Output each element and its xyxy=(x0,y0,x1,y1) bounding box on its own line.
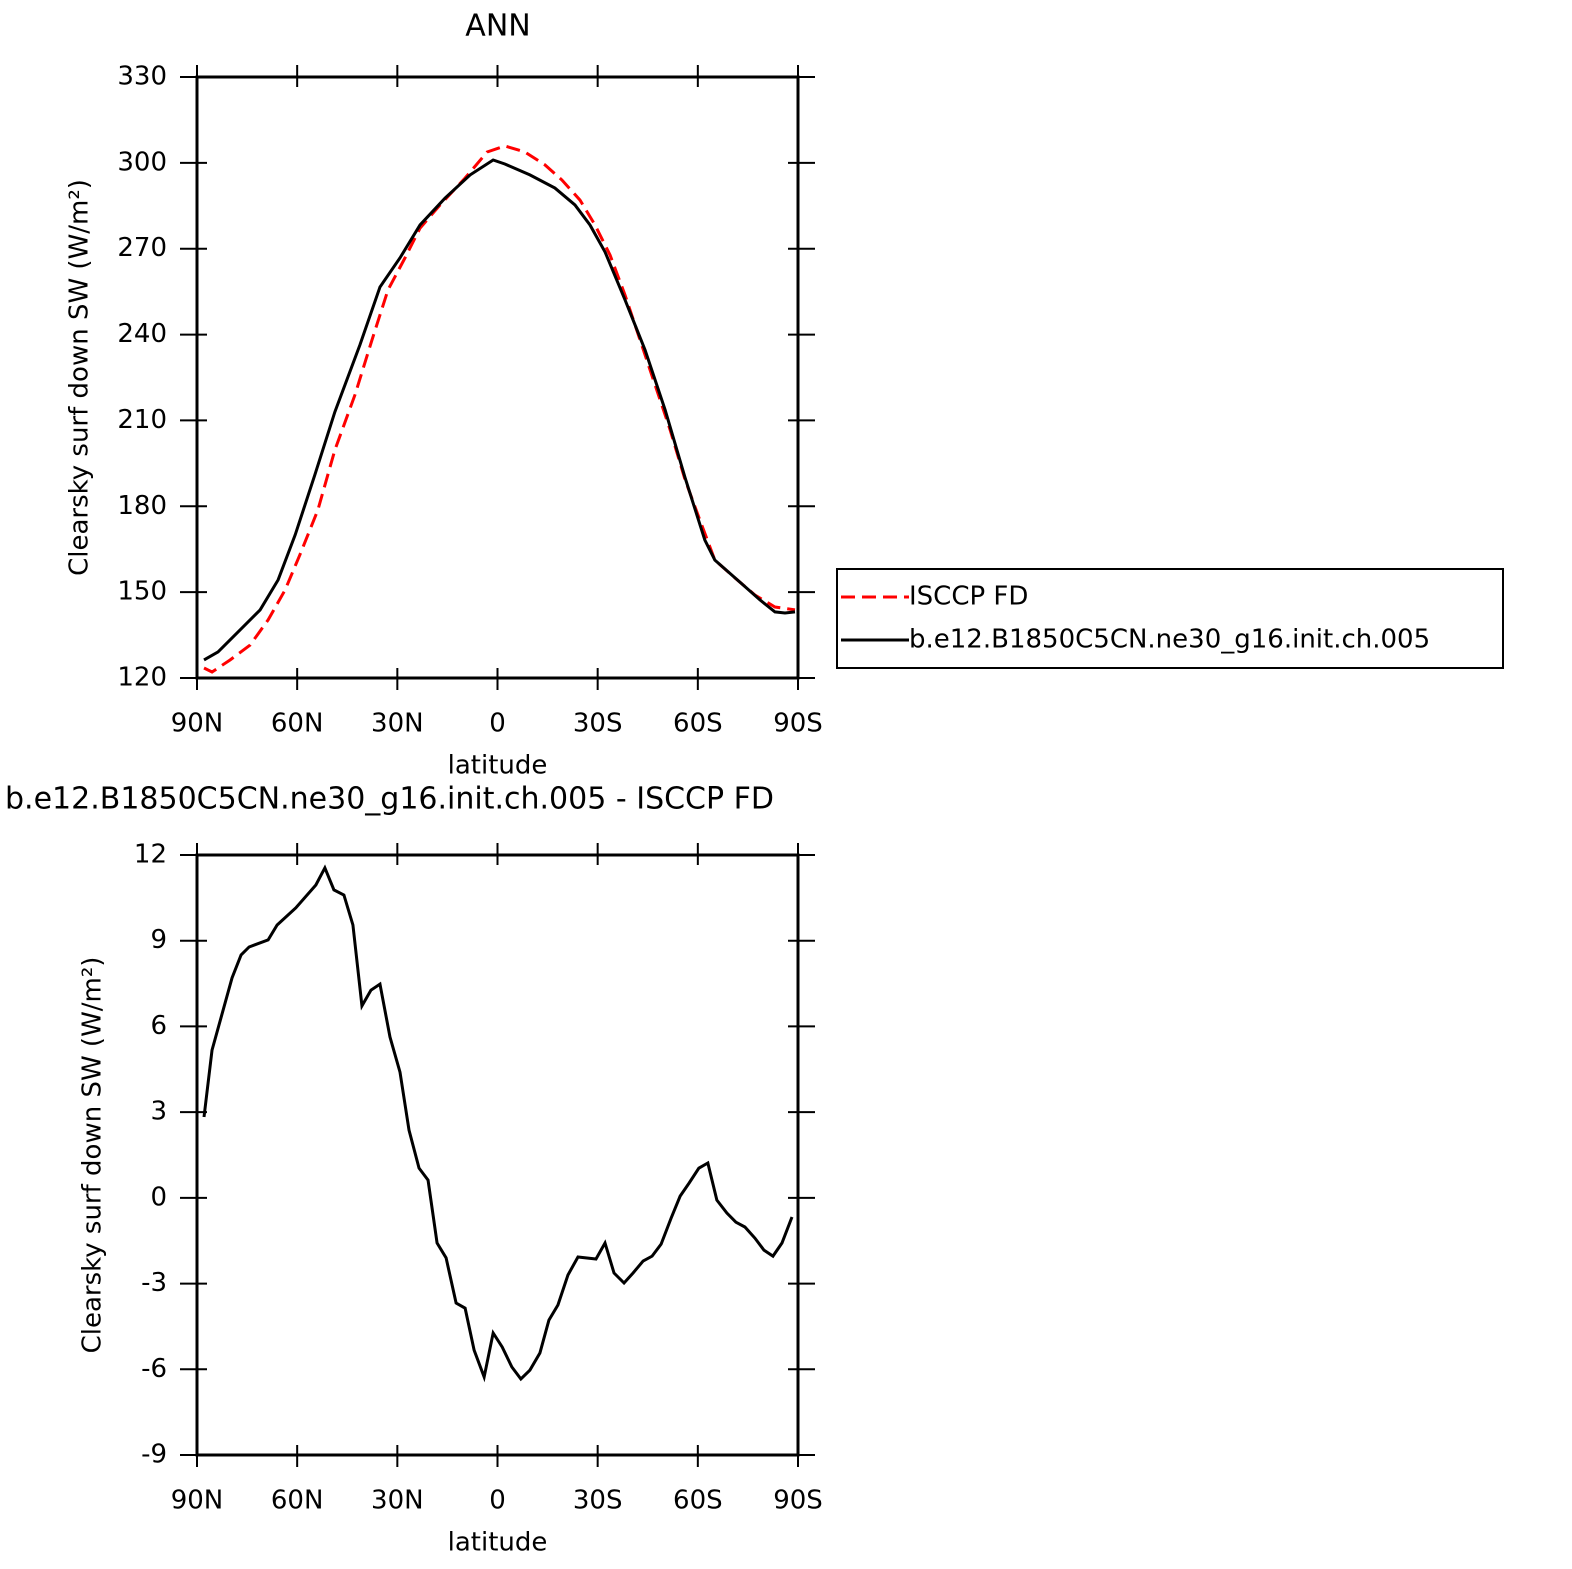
y-tick-label: 0 xyxy=(150,1182,167,1212)
x-tick-label: 30N xyxy=(371,1486,424,1516)
x-tick-label: 30S xyxy=(573,709,623,739)
y-tick-label: 180 xyxy=(117,491,167,521)
plot-frame xyxy=(195,853,800,1457)
legend-label: b.e12.B1850C5CN.ne30_g16.init.ch.005 xyxy=(909,625,1430,655)
y-axis-label: Clearsky surf down SW (W/m²) xyxy=(65,179,95,576)
x-tick-label: 60N xyxy=(271,1486,324,1516)
x-tick-label: 90N xyxy=(171,1486,224,1516)
x-tick-label: 60N xyxy=(271,709,324,739)
x-tick-label: 90S xyxy=(773,1486,823,1516)
y-tick-label: 9 xyxy=(150,925,167,955)
y-tick-label: 6 xyxy=(150,1011,167,1041)
data-line xyxy=(202,864,794,1383)
data-line xyxy=(203,144,796,674)
y-tick-label: -9 xyxy=(141,1440,167,1470)
x-tick-label: 60S xyxy=(673,1486,723,1516)
x-tick-label: 60S xyxy=(673,709,723,739)
y-tick-label: 330 xyxy=(117,62,167,92)
x-tick-label: 90N xyxy=(171,709,224,739)
chart-title: b.e12.B1850C5CN.ne30_g16.init.ch.005 - I… xyxy=(5,782,774,817)
x-tick-label: 0 xyxy=(489,1486,506,1516)
y-tick-label: 120 xyxy=(117,663,167,693)
x-tick-label: 30S xyxy=(573,1486,623,1516)
y-axis-label: Clearsky surf down SW (W/m²) xyxy=(78,957,108,1354)
data-line xyxy=(203,158,796,662)
x-tick-label: 90S xyxy=(773,709,823,739)
y-tick-label: 150 xyxy=(117,577,167,607)
x-axis-label: latitude xyxy=(448,751,548,781)
y-tick-label: 12 xyxy=(134,840,167,870)
x-tick-label: 0 xyxy=(489,709,506,739)
legend-label: ISCCP FD xyxy=(909,582,1028,612)
chart-title: ANN xyxy=(465,9,530,44)
y-tick-label: -6 xyxy=(141,1354,167,1384)
legend-box xyxy=(836,568,1504,669)
y-tick-label: 270 xyxy=(117,233,167,263)
y-tick-label: 3 xyxy=(150,1097,167,1127)
x-tick-label: 30N xyxy=(371,709,424,739)
y-tick-label: 240 xyxy=(117,319,167,349)
plot-frame xyxy=(195,75,800,680)
y-tick-label: 300 xyxy=(117,147,167,177)
y-tick-label: 210 xyxy=(117,405,167,435)
y-tick-label: -3 xyxy=(141,1268,167,1298)
x-axis-label: latitude xyxy=(448,1528,548,1558)
